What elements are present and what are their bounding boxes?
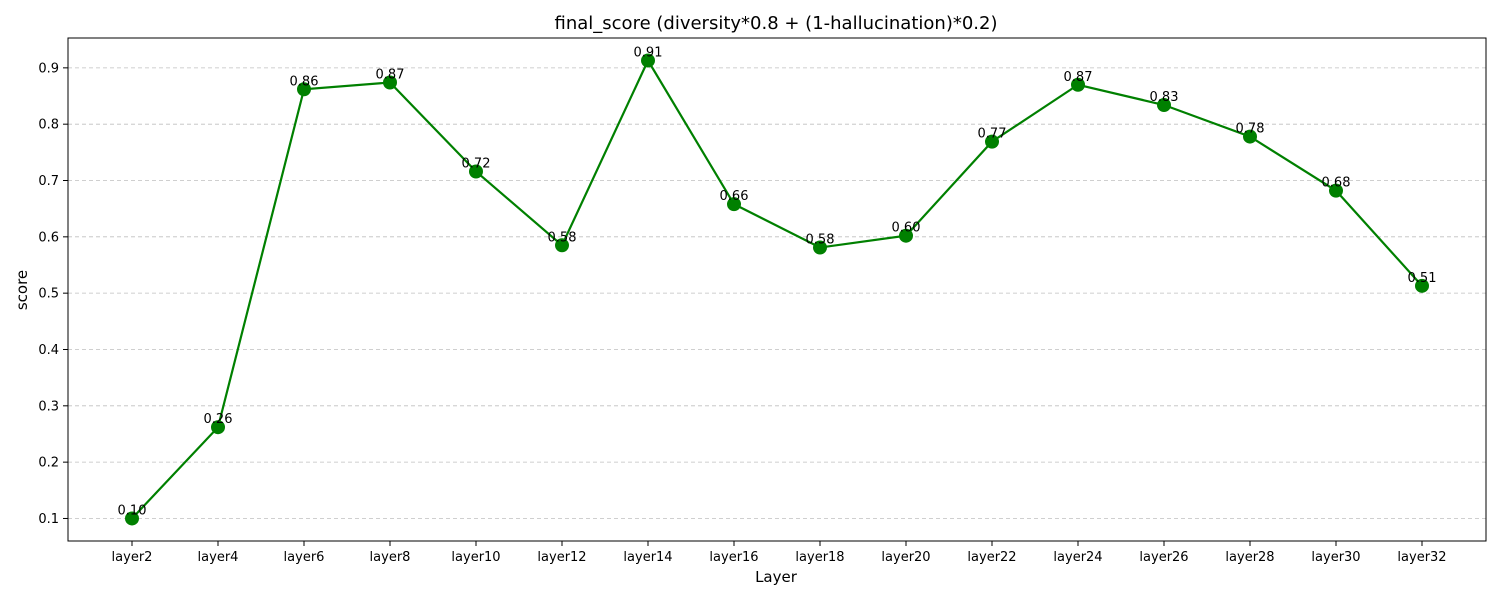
data-point <box>555 238 569 253</box>
data-point <box>297 82 311 97</box>
data-label: 0.77 <box>978 127 1007 142</box>
data-label: 0.87 <box>1064 70 1093 85</box>
data-point <box>641 53 655 68</box>
data-label: 0.72 <box>462 156 491 171</box>
x-tick-label: layer20 <box>881 550 930 565</box>
data-point <box>383 75 397 90</box>
x-tick-label: layer24 <box>1053 550 1102 565</box>
y-tick-label: 0.8 <box>38 118 59 133</box>
data-points <box>125 53 1429 526</box>
x-tick-label: layer6 <box>284 550 325 565</box>
data-point <box>1157 98 1171 113</box>
x-tick-label: layer16 <box>709 550 758 565</box>
y-axis: 0.1 0.2 0.3 0.4 0.5 0.6 0.7 0.8 0.9 <box>38 61 68 527</box>
data-label: 0.91 <box>634 46 663 61</box>
data-point <box>985 134 999 149</box>
data-point <box>1329 183 1343 198</box>
plot-area-frame <box>67 37 1487 542</box>
data-label: 0.51 <box>1408 271 1437 286</box>
series-line <box>131 58 1423 520</box>
chart-title: final_score (diversity*0.8 + (1-hallucin… <box>555 13 998 34</box>
x-tick-label: layer30 <box>1311 550 1360 565</box>
data-label: 0.86 <box>290 74 319 89</box>
x-axis-label: Layer <box>755 568 798 586</box>
x-tick-label: layer26 <box>1139 550 1188 565</box>
x-tick-label: layer14 <box>623 550 672 565</box>
data-label: 0.26 <box>204 412 233 427</box>
y-tick-label: 0.6 <box>38 230 59 245</box>
data-label: 0.68 <box>1322 176 1351 191</box>
data-label: 0.58 <box>548 230 577 245</box>
y-tick-label: 0.7 <box>38 174 59 189</box>
data-labels: 0.10 0.26 0.86 0.87 0.72 0.58 0.91 0.66 0.58 0.60… <box>118 46 1437 519</box>
data-point <box>1243 129 1257 144</box>
y-tick-label: 0.3 <box>38 399 59 414</box>
x-tick-label: layer22 <box>967 550 1016 565</box>
data-point <box>899 228 913 243</box>
y-axis-label: score <box>13 270 31 310</box>
grid-lines <box>68 67 1486 519</box>
data-point <box>813 240 827 255</box>
y-tick-label: 0.9 <box>38 61 59 76</box>
x-tick-label: layer18 <box>795 550 844 565</box>
data-point <box>1415 278 1429 293</box>
data-label: 0.58 <box>806 233 835 248</box>
x-tick-label: layer32 <box>1397 550 1446 565</box>
x-axis: layer2 layer4 layer6 layer8 layer10 layer12 la… <box>112 541 1447 565</box>
data-point <box>211 420 225 435</box>
data-point <box>125 511 139 526</box>
data-label: 0.66 <box>720 189 749 204</box>
x-tick-label: layer12 <box>537 550 586 565</box>
data-point <box>1071 77 1085 92</box>
x-tick-label: layer4 <box>198 550 239 565</box>
data-label: 0.87 <box>376 67 405 82</box>
data-label: 0.60 <box>892 221 921 236</box>
x-tick-label: layer8 <box>370 550 411 565</box>
data-label: 0.83 <box>1150 90 1179 105</box>
y-tick-label: 0.4 <box>38 343 59 358</box>
y-tick-label: 0.5 <box>38 287 59 302</box>
data-point <box>469 164 483 179</box>
x-tick-label: layer28 <box>1225 550 1274 565</box>
x-tick-label: layer2 <box>112 550 153 565</box>
data-label: 0.10 <box>118 503 147 518</box>
data-point <box>727 197 741 212</box>
x-tick-label: layer10 <box>451 550 500 565</box>
y-tick-label: 0.2 <box>38 456 59 471</box>
y-tick-label: 0.1 <box>38 512 59 527</box>
data-label: 0.78 <box>1236 122 1265 137</box>
